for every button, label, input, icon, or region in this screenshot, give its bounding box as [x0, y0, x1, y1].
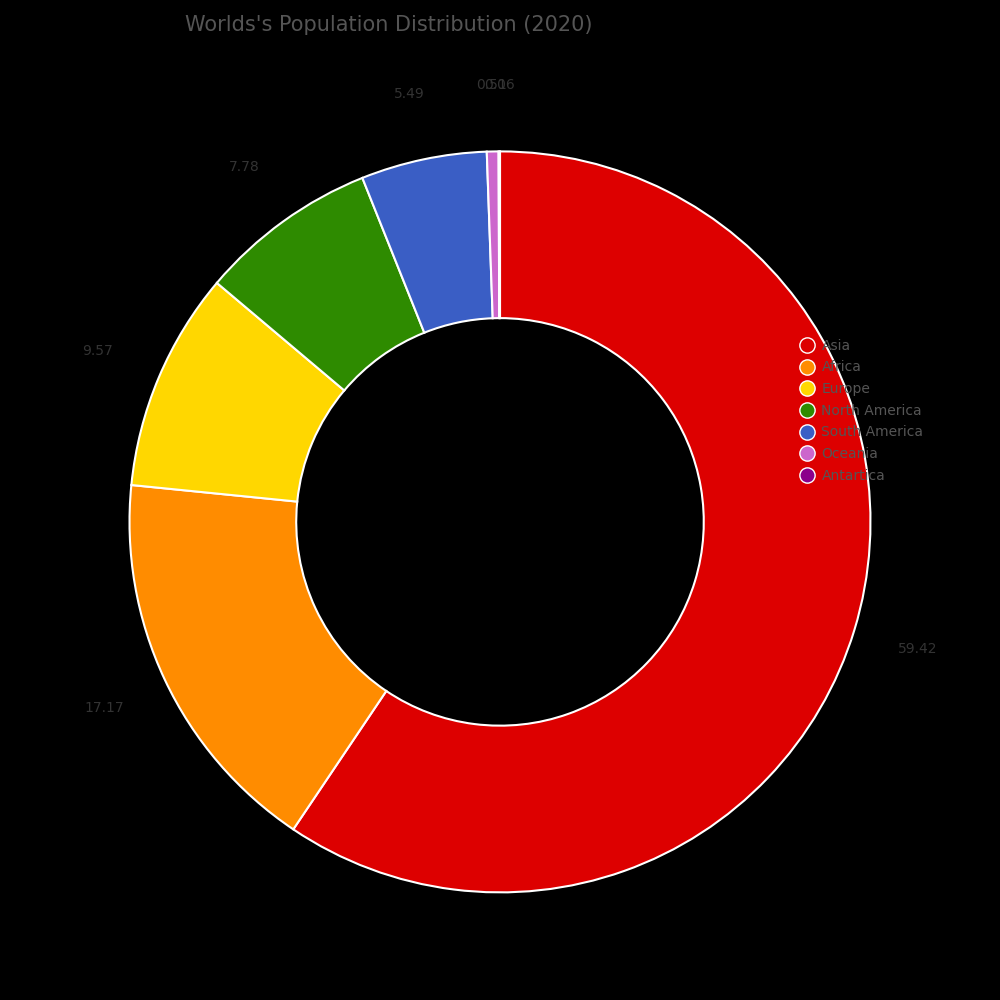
- Wedge shape: [217, 178, 424, 390]
- Wedge shape: [362, 152, 493, 333]
- Wedge shape: [293, 151, 870, 892]
- Text: 59.42: 59.42: [898, 642, 938, 656]
- Text: 0.51: 0.51: [476, 78, 507, 92]
- Text: 9.57: 9.57: [82, 344, 113, 358]
- Wedge shape: [131, 283, 344, 502]
- Wedge shape: [487, 151, 499, 318]
- Text: 5.49: 5.49: [394, 87, 425, 101]
- Legend: Asia, Africa, Europe, North America, South America, Oceania, Antartica: Asia, Africa, Europe, North America, Sou…: [803, 339, 923, 483]
- Wedge shape: [499, 151, 500, 318]
- Text: 7.78: 7.78: [229, 160, 260, 174]
- Title: Worlds's Population Distribution (2020): Worlds's Population Distribution (2020): [185, 15, 593, 35]
- Wedge shape: [130, 485, 386, 829]
- Text: 17.17: 17.17: [85, 701, 124, 715]
- Text: 0.06: 0.06: [484, 78, 515, 92]
